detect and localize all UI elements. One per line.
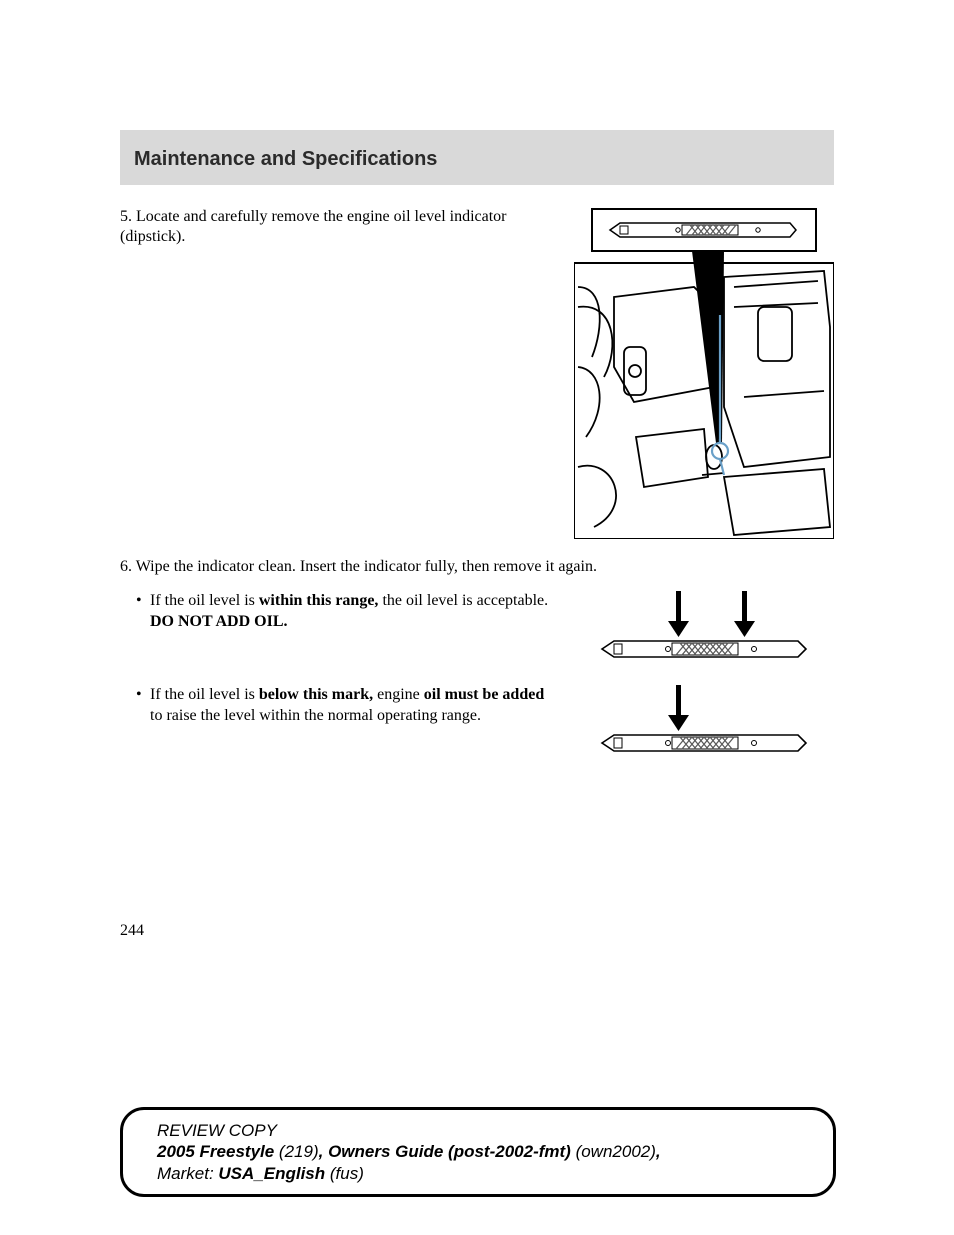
f2a: 2005 Freestyle [157, 1142, 274, 1161]
bullet1-figure [574, 591, 834, 667]
b2-mid1: engine [373, 686, 424, 703]
bullet1-row: If the oil level is within this range, t… [120, 591, 834, 667]
footer-line3: Market: USA_English (fus) [157, 1163, 799, 1184]
b2-tail: to raise the level within the normal ope… [150, 707, 481, 724]
f2c: , [319, 1142, 328, 1161]
b2-prefix: If the oil level is [150, 686, 259, 703]
bullet2-figure [574, 685, 834, 761]
b1-bold2: DO NOT ADD OIL. [150, 613, 288, 630]
b1-mid: the oil level is acceptable. [378, 592, 548, 609]
f3a: Market: [157, 1164, 218, 1183]
bullet1-text: If the oil level is within this range, t… [120, 591, 556, 667]
dipstick-below-mark-diagram [594, 685, 814, 761]
footer-line2: 2005 Freestyle (219), Owners Guide (post… [157, 1141, 799, 1162]
footer-box: REVIEW COPY 2005 Freestyle (219), Owners… [120, 1107, 836, 1197]
section-header: Maintenance and Specifications [120, 130, 834, 185]
step5-text: 5. Locate and carefully remove the engin… [120, 207, 556, 539]
bullet2-text: If the oil level is below this mark, eng… [120, 685, 556, 761]
f2b: (219) [274, 1142, 318, 1161]
f2e: (own2002) [571, 1142, 656, 1161]
f2d: Owners Guide (post-2002-fmt) [328, 1142, 571, 1161]
b1-bold1: within this range, [259, 592, 379, 609]
engine-dipstick-diagram [574, 207, 834, 539]
page-number: 244 [120, 922, 144, 940]
b2-bold1: below this mark, [259, 686, 373, 703]
b1-prefix: If the oil level is [150, 592, 259, 609]
f3b: USA_English [218, 1164, 325, 1183]
bullet2-row: If the oil level is below this mark, eng… [120, 685, 834, 761]
step6-text: 6. Wipe the indicator clean. Insert the … [120, 557, 834, 577]
step5-row: 5. Locate and carefully remove the engin… [120, 207, 834, 539]
f3c: (fus) [325, 1164, 364, 1183]
f2f: , [656, 1142, 661, 1161]
b2-bold2: oil must be added [424, 686, 544, 703]
step5-figure [574, 207, 834, 539]
section-title: Maintenance and Specifications [134, 148, 820, 171]
dipstick-within-range-diagram [594, 591, 814, 667]
footer-line1: REVIEW COPY [157, 1120, 799, 1141]
